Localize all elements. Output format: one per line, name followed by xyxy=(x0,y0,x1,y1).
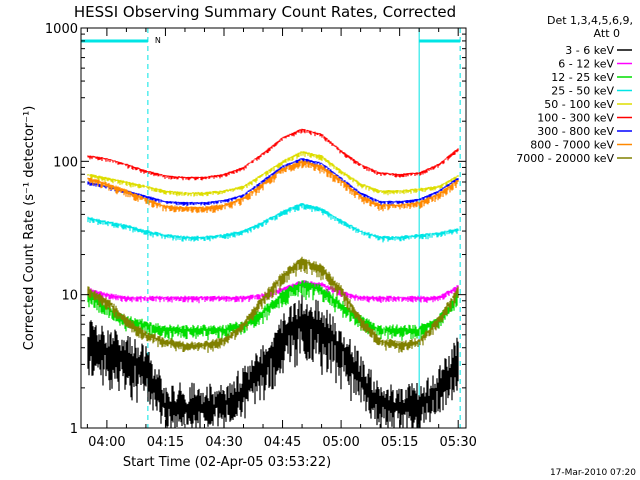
legend-label: 25 - 50 keV xyxy=(551,85,614,98)
x-tick-label: 04:15 xyxy=(147,435,184,450)
series-line xyxy=(87,151,459,197)
legend-label: 300 - 800 keV xyxy=(537,125,614,138)
y-tick-label: 10 xyxy=(61,289,78,304)
axes: 1 10 100 1000 04:00 04:15 04:30 04:45 05:00 05:15… xyxy=(45,22,477,450)
legend-label: 7000 - 20000 keV xyxy=(516,152,614,165)
legend-header: Att 0 xyxy=(594,27,620,40)
x-tick-label: 05:00 xyxy=(322,435,359,450)
series-line xyxy=(87,128,459,181)
legend-label: 50 - 100 keV xyxy=(544,98,614,111)
y-tick-label: 1 xyxy=(70,422,78,437)
series-line xyxy=(87,160,459,214)
chart-title: HESSI Observing Summary Count Rates, Cor… xyxy=(74,3,456,21)
series-group xyxy=(87,128,459,428)
legend-label: 3 - 6 keV xyxy=(565,44,614,57)
footer-timestamp: 17-Mar-2010 07:20 xyxy=(550,468,636,478)
legend-header: Det 1,3,4,5,6,9, xyxy=(547,14,633,27)
legend-label: 6 - 12 keV xyxy=(558,58,614,71)
y-axis-label: Corrected Count Rate (s⁻¹ detector⁻¹) xyxy=(22,106,37,351)
x-tick-label: 04:00 xyxy=(88,435,125,450)
legend-label: 12 - 25 keV xyxy=(551,71,614,84)
x-tick-label: 04:45 xyxy=(264,435,301,450)
x-tick-label: 05:15 xyxy=(381,435,418,450)
night-bars: N xyxy=(81,36,461,45)
y-tick-label: 1000 xyxy=(45,22,78,37)
series-line xyxy=(87,256,459,353)
legend-label: 800 - 7000 keV xyxy=(530,139,614,152)
x-axis-label: Start Time (02-Apr-05 03:53:22) xyxy=(123,455,331,470)
x-tick-label: 04:30 xyxy=(205,435,242,450)
flag-label: N xyxy=(155,36,161,45)
x-tick-label: 05:30 xyxy=(439,435,476,450)
series-line xyxy=(87,293,459,428)
series-line xyxy=(87,203,459,243)
plot-frame xyxy=(80,27,467,429)
legend-label: 100 - 300 keV xyxy=(537,112,614,125)
y-tick-label: 100 xyxy=(53,155,78,170)
